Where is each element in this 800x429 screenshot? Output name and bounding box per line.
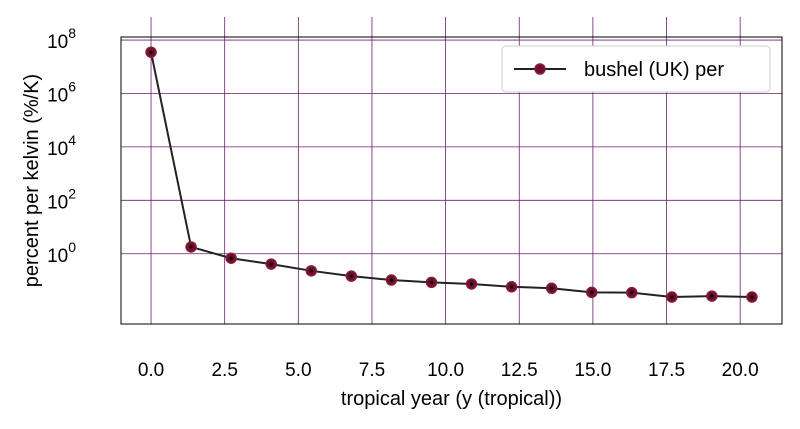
y-axis-label: percent per kelvin (%/K) [21, 74, 43, 287]
x-tick-label: 17.5 [648, 360, 685, 381]
x-tick-label: 2.5 [211, 360, 237, 381]
y-tick-label: 108 [47, 25, 76, 53]
x-tick-label: 20.0 [722, 360, 759, 381]
data-point-center [590, 290, 594, 294]
x-tick-labels: 0.0 2.5 5.0 7.5 10.0 12.5 15.0 17.5 20.0 [138, 360, 759, 381]
legend-marker-swatch [534, 63, 546, 75]
y-tick-label: 106 [47, 78, 76, 106]
x-tick-label: 7.5 [359, 360, 385, 381]
data-point-center [550, 286, 554, 290]
data-point-center [189, 245, 193, 249]
y-tick-label: 100 [47, 239, 76, 267]
x-tick-label: 0.0 [138, 360, 164, 381]
data-point-center [229, 256, 233, 260]
data-point-center [670, 295, 674, 299]
data-point-center [630, 291, 634, 295]
data-point-center [269, 262, 273, 266]
data-point-center [389, 278, 394, 282]
x-tick-label: 10.0 [427, 360, 464, 381]
data-point-center [469, 282, 474, 286]
x-tick-label: 12.5 [501, 360, 538, 381]
y-tick-labels: 100 102 104 106 108 [47, 25, 76, 267]
data-point-center [309, 269, 313, 273]
data-point-center [509, 285, 514, 289]
series-layer [145, 46, 758, 303]
legend-label: bushel (UK) per [584, 59, 724, 81]
plot-frame [120, 36, 783, 325]
data-point-center [710, 294, 714, 298]
legend: bushel (UK) per [501, 45, 771, 93]
series-line [150, 52, 752, 299]
data-point-center [149, 50, 153, 54]
data-point-center [349, 274, 353, 278]
data-point-center [750, 295, 754, 299]
x-tick-label: 5.0 [285, 360, 311, 381]
x-tick-label: 15.0 [574, 360, 611, 381]
y-tick-label: 104 [47, 132, 76, 160]
x-axis-label: tropical year (y (tropical)) [341, 388, 562, 410]
legend-box [501, 45, 771, 93]
data-point-center [429, 280, 434, 284]
y-tick-label: 102 [47, 185, 76, 213]
